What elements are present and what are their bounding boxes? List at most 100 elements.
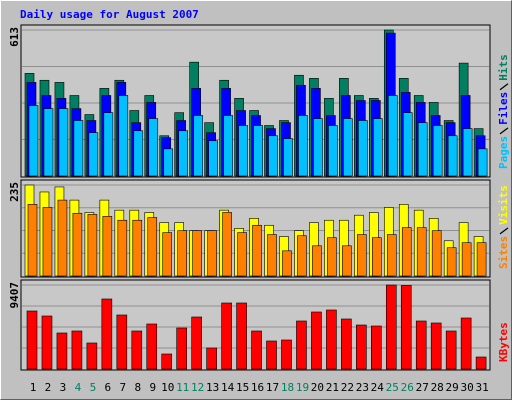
bar xyxy=(161,353,173,370)
bar xyxy=(58,108,69,177)
bar xyxy=(296,320,307,370)
x-tick-label: 10 xyxy=(161,381,174,394)
bar xyxy=(132,219,143,277)
bar xyxy=(326,309,337,370)
bar xyxy=(27,204,38,277)
bar xyxy=(191,316,202,370)
bar xyxy=(88,132,99,177)
bar xyxy=(223,115,233,177)
x-tick-label: 29 xyxy=(446,381,459,394)
bar xyxy=(312,245,322,277)
bar xyxy=(341,318,352,370)
bar xyxy=(238,125,248,177)
bar xyxy=(266,340,277,370)
bar xyxy=(253,125,263,177)
bar xyxy=(477,148,488,177)
bar xyxy=(387,95,398,177)
bar xyxy=(476,242,487,277)
bar xyxy=(221,302,232,370)
x-tick-label: 6 xyxy=(105,381,112,394)
bar xyxy=(415,320,427,370)
bar xyxy=(252,224,262,277)
bar xyxy=(432,125,443,177)
bar xyxy=(28,105,39,177)
bar xyxy=(431,230,442,277)
bar xyxy=(461,242,472,277)
x-tick-label: 2 xyxy=(45,381,52,394)
x-tick-label: 3 xyxy=(60,381,67,394)
bar xyxy=(236,302,247,370)
x-tick-label: 20 xyxy=(311,381,324,394)
bar xyxy=(163,148,174,177)
bar xyxy=(101,298,113,370)
bar xyxy=(417,122,428,177)
bar xyxy=(42,207,53,277)
x-tick-label: 12 xyxy=(191,381,204,394)
bar xyxy=(71,330,83,370)
bar xyxy=(146,323,158,370)
x-tick-label: 9 xyxy=(149,381,156,394)
bar xyxy=(117,219,128,277)
x-tick-label: 13 xyxy=(206,381,219,394)
bar xyxy=(237,232,247,277)
x-tick-label: 8 xyxy=(134,381,141,394)
bar xyxy=(118,95,129,177)
x-tick-label: 14 xyxy=(221,381,235,394)
bar xyxy=(356,324,367,370)
bar xyxy=(56,332,68,370)
bar xyxy=(103,112,114,177)
x-tick-label: 4 xyxy=(75,381,82,394)
x-tick-label: 19 xyxy=(296,381,309,394)
bar xyxy=(400,285,412,370)
bar xyxy=(43,108,54,177)
x-tick-label: 21 xyxy=(326,381,339,394)
bar xyxy=(162,232,173,277)
bar xyxy=(251,330,262,370)
bar xyxy=(86,342,98,370)
bar xyxy=(72,212,83,277)
bar xyxy=(207,230,217,277)
bar xyxy=(283,138,293,177)
bar xyxy=(462,128,473,177)
bar xyxy=(133,130,144,177)
bar xyxy=(297,235,307,277)
bar xyxy=(178,130,188,177)
bar xyxy=(102,216,113,277)
bar xyxy=(176,327,187,370)
bar xyxy=(342,245,352,277)
x-tick-label: 15 xyxy=(236,381,249,394)
bar xyxy=(358,120,368,177)
bar xyxy=(177,230,187,277)
y-tick-label: 613 xyxy=(8,27,21,47)
x-tick-label: 1 xyxy=(30,381,37,394)
legend-label: Files xyxy=(497,92,510,125)
x-tick-label: 25 xyxy=(386,381,399,394)
bar xyxy=(327,237,337,277)
bar xyxy=(192,230,202,277)
bar xyxy=(447,135,458,177)
bar xyxy=(57,199,68,277)
x-tick-label: 28 xyxy=(431,381,444,394)
legend-label: Pages xyxy=(497,136,510,169)
x-tick-label: 31 xyxy=(475,381,488,394)
bar xyxy=(206,347,217,370)
bar xyxy=(282,250,292,277)
bar xyxy=(311,311,322,370)
bar xyxy=(222,212,232,277)
bar xyxy=(131,330,143,370)
x-tick-label: 27 xyxy=(416,381,429,394)
bar xyxy=(26,310,38,370)
bar xyxy=(313,118,323,177)
legend-separator xyxy=(499,83,509,91)
bar xyxy=(402,112,413,177)
bar xyxy=(73,120,84,177)
bar xyxy=(445,330,457,370)
bar xyxy=(148,118,159,177)
bar xyxy=(281,339,292,370)
bar xyxy=(430,322,442,370)
bar xyxy=(147,217,158,277)
chart-title: Daily usage for August 2007 xyxy=(20,8,199,21)
bar xyxy=(41,315,53,370)
